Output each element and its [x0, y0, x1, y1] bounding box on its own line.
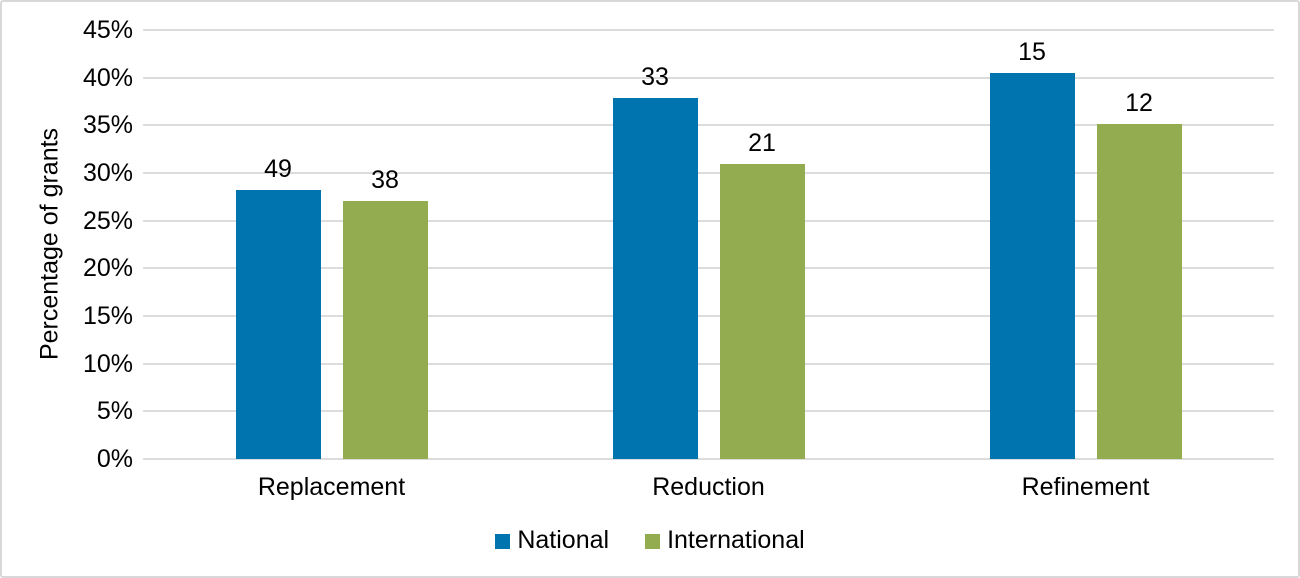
y-tick-label: 45% [82, 16, 133, 44]
x-category-label: Replacement [257, 473, 406, 501]
y-tick-label: 0% [96, 445, 133, 473]
y-tick-label: 20% [82, 254, 133, 283]
y-tick-label: 40% [82, 63, 133, 92]
bar-data-label: 49 [264, 155, 292, 184]
bar-data-label: 21 [748, 129, 776, 158]
legend: National International [2, 526, 1298, 555]
legend-swatch-national [495, 534, 511, 549]
gridline [143, 410, 1274, 413]
bar-data-label: 15 [1018, 37, 1046, 66]
x-category-label: Refinement [1021, 473, 1150, 501]
gridline [143, 219, 1274, 222]
y-tick-label: 15% [82, 302, 133, 330]
gridline [143, 124, 1274, 127]
gridline [143, 315, 1274, 317]
y-tick-label: 25% [82, 206, 133, 235]
gridline [143, 458, 1274, 460]
bar-national-refinement [989, 72, 1075, 459]
legend-item-national: National [495, 526, 609, 555]
bar-data-label: 12 [1125, 89, 1153, 118]
x-category-label: Reduction [652, 473, 765, 501]
legend-item-international: International [645, 526, 805, 555]
bar-national-reduction [612, 97, 698, 459]
legend-label: International [667, 526, 805, 554]
y-tick-label: 5% [96, 397, 133, 426]
legend-label: National [517, 526, 610, 554]
y-tick-label: 10% [82, 349, 133, 378]
y-tick-label: 35% [82, 111, 133, 140]
bar-international-refinement [1096, 124, 1182, 459]
legend-swatch-international [645, 534, 661, 549]
gridline [143, 29, 1274, 31]
gridline [143, 172, 1274, 174]
bar-international-reduction [719, 164, 805, 459]
gridline [143, 267, 1274, 270]
bar-international-replacement [342, 200, 428, 459]
bar-data-label: 33 [641, 62, 669, 91]
gridline [143, 76, 1274, 79]
y-tick-label: 30% [82, 159, 133, 187]
bar-national-replacement [235, 190, 321, 459]
gridline [143, 362, 1274, 365]
bar-data-label: 38 [371, 165, 399, 194]
